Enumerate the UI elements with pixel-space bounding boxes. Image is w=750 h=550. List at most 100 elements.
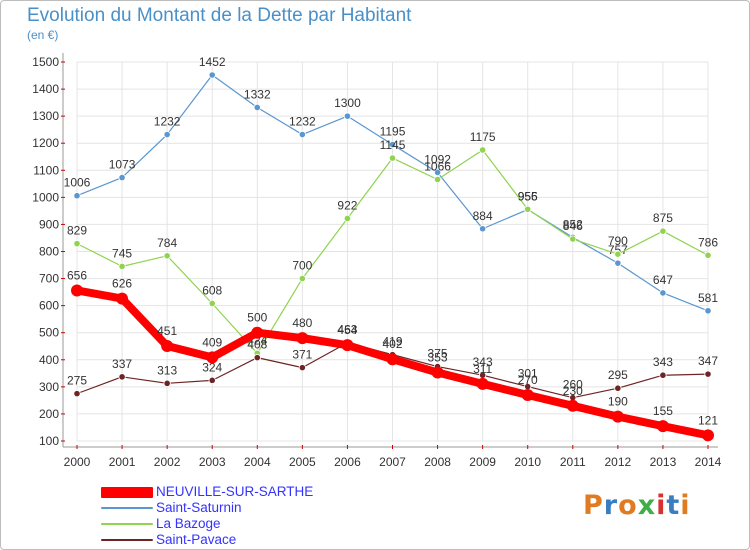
x-tick-label: 2004 bbox=[244, 455, 271, 469]
logo-letter: r bbox=[603, 490, 619, 521]
data-label: 353 bbox=[428, 351, 448, 365]
data-point bbox=[479, 146, 487, 154]
data-label: 270 bbox=[518, 373, 538, 387]
data-label: 295 bbox=[608, 368, 628, 382]
data-point bbox=[73, 390, 81, 398]
data-point bbox=[73, 240, 81, 248]
data-point bbox=[161, 339, 174, 352]
data-point bbox=[208, 299, 216, 308]
legend-label: Saint-Saturnin bbox=[156, 500, 242, 515]
data-label: 343 bbox=[653, 355, 673, 369]
data-label: 260 bbox=[563, 378, 583, 392]
data-label: 784 bbox=[157, 236, 177, 250]
x-tick-label: 2003 bbox=[199, 455, 226, 469]
data-point bbox=[71, 284, 83, 297]
data-label: 581 bbox=[698, 291, 718, 305]
y-tick-label: 1300 bbox=[32, 109, 59, 123]
legend-label: La Bazoge bbox=[156, 516, 221, 531]
data-label: 875 bbox=[653, 211, 673, 225]
data-label: 1092 bbox=[424, 152, 451, 166]
data-label: 1232 bbox=[154, 115, 181, 129]
data-label: 790 bbox=[608, 234, 628, 248]
x-tick-label: 2011 bbox=[560, 455, 586, 469]
data-label: 230 bbox=[563, 384, 583, 398]
data-point bbox=[614, 250, 622, 258]
data-point bbox=[521, 388, 534, 401]
data-label: 419 bbox=[382, 335, 402, 349]
data-label: 1332 bbox=[244, 87, 271, 101]
data-point bbox=[656, 420, 669, 433]
data-label: 347 bbox=[698, 354, 718, 368]
data-label: 324 bbox=[202, 360, 222, 374]
data-point bbox=[388, 140, 397, 149]
data-point bbox=[524, 205, 532, 213]
data-point bbox=[73, 192, 81, 200]
legend-label: Saint-Pavace bbox=[156, 532, 237, 547]
data-point bbox=[433, 168, 442, 177]
data-label: 956 bbox=[518, 189, 538, 203]
data-label: 1452 bbox=[199, 55, 226, 69]
series-saint-saturnin: 1006 1073 1232 1452 1332 1232 1300 1195 1092 884 9… bbox=[64, 55, 718, 315]
series-neuville-sur-sarthe: 656 626 451 409 500 480 454 402 353 311 270 230 190 1… bbox=[67, 268, 718, 442]
logo-letter: o bbox=[618, 490, 638, 521]
data-label: 656 bbox=[67, 268, 87, 282]
data-label: 852 bbox=[563, 217, 583, 231]
data-label: 1066 bbox=[424, 159, 451, 173]
x-tick-label: 2010 bbox=[514, 455, 541, 469]
x-tick-label: 2013 bbox=[650, 455, 677, 469]
data-point bbox=[659, 289, 667, 297]
y-tick-label: 1500 bbox=[32, 55, 59, 69]
data-label: 500 bbox=[247, 311, 267, 325]
data-point bbox=[298, 130, 306, 139]
data-label: 700 bbox=[292, 259, 312, 273]
data-label: 155 bbox=[653, 404, 673, 418]
data-label: 451 bbox=[157, 324, 177, 338]
data-point bbox=[659, 227, 667, 235]
data-label: 786 bbox=[698, 235, 718, 249]
data-label: 922 bbox=[337, 198, 357, 212]
data-point bbox=[163, 379, 171, 387]
x-tick-label: 2002 bbox=[154, 455, 181, 469]
data-label: 375 bbox=[428, 347, 448, 361]
data-point bbox=[253, 354, 261, 362]
legend-swatch bbox=[101, 523, 153, 525]
data-point bbox=[341, 339, 354, 352]
data-point bbox=[611, 410, 624, 423]
logo-letter: t bbox=[666, 490, 681, 521]
data-label: 121 bbox=[698, 413, 718, 427]
data-label: 955 bbox=[518, 190, 538, 204]
x-tick-label: 2007 bbox=[379, 455, 406, 469]
data-label: 371 bbox=[292, 348, 312, 362]
data-point bbox=[118, 262, 126, 270]
data-label: 626 bbox=[112, 277, 132, 291]
data-point bbox=[118, 373, 126, 381]
data-label: 337 bbox=[112, 357, 132, 371]
data-point bbox=[704, 251, 712, 259]
data-point bbox=[118, 173, 126, 182]
data-point bbox=[298, 274, 306, 283]
data-point bbox=[704, 307, 712, 315]
data-label: 1232 bbox=[289, 115, 316, 129]
data-point bbox=[163, 130, 171, 139]
data-label: 829 bbox=[67, 224, 87, 238]
data-point bbox=[702, 429, 714, 442]
data-point bbox=[704, 370, 712, 378]
data-label: 608 bbox=[202, 283, 222, 297]
data-point bbox=[163, 252, 171, 260]
data-point bbox=[208, 376, 216, 384]
data-label: 311 bbox=[473, 362, 492, 376]
legend-swatch bbox=[101, 539, 153, 541]
y-tick-label: 300 bbox=[39, 380, 59, 394]
data-label: 343 bbox=[473, 355, 493, 369]
data-label: 408 bbox=[247, 338, 267, 352]
x-tick-label: 2000 bbox=[64, 455, 91, 469]
y-tick-label: 1100 bbox=[33, 163, 59, 177]
data-label: 463 bbox=[337, 323, 357, 337]
logo-letter: P bbox=[583, 490, 604, 521]
y-tick-label: 900 bbox=[39, 217, 59, 231]
y-tick-label: 500 bbox=[39, 326, 59, 340]
proxiti-logo: Proxiti bbox=[583, 490, 691, 521]
data-label: 1145 bbox=[380, 138, 406, 152]
